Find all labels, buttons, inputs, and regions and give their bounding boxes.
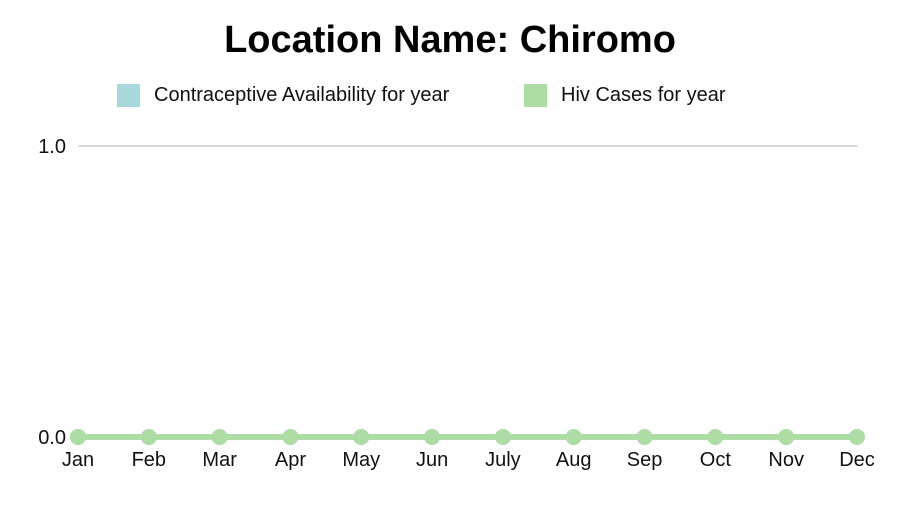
data-point	[494, 429, 511, 445]
x-tick-label: Oct	[700, 449, 732, 471]
x-tick-label: Jan	[62, 449, 94, 471]
y-tick-label: 1.0	[38, 136, 66, 158]
data-point	[70, 429, 86, 445]
data-point	[353, 429, 370, 445]
x-tick-label: Nov	[768, 449, 804, 471]
legend-item: Contraceptive Availability for year	[117, 84, 450, 107]
x-axis: Jan Feb Mar Apr May Jun July Aug Sep Oct Nov Dec	[62, 449, 875, 471]
data-point	[211, 429, 228, 445]
legend-swatch	[117, 84, 140, 107]
x-tick-label: Sep	[627, 449, 663, 471]
data-point	[636, 429, 653, 445]
x-tick-label: Apr	[275, 449, 306, 471]
grid	[78, 145, 858, 438]
legend-swatch	[524, 84, 547, 107]
data-point	[424, 429, 441, 445]
legend-item: Hiv Cases for year	[524, 84, 726, 107]
data-point	[282, 429, 299, 445]
x-tick-label: July	[485, 449, 521, 471]
x-tick-label: Aug	[556, 449, 592, 471]
y-axis: 0.0 1.0	[38, 136, 66, 449]
x-tick-label: Feb	[132, 449, 166, 471]
data-point	[140, 429, 157, 445]
x-tick-label: May	[342, 449, 380, 471]
data-point	[849, 429, 865, 445]
y-tick-label: 0.0	[38, 427, 66, 449]
x-tick-label: Dec	[839, 449, 875, 471]
series-layer	[70, 429, 865, 445]
data-point	[565, 429, 582, 445]
x-tick-label: Mar	[202, 449, 237, 471]
x-tick-label: Jun	[416, 449, 448, 471]
chart-title: Location Name: Chiromo	[224, 19, 676, 61]
legend: Contraceptive Availability for year Hiv C…	[117, 84, 726, 107]
legend-label: Contraceptive Availability for year	[154, 84, 450, 106]
legend-label: Hiv Cases for year	[561, 84, 726, 106]
series	[70, 429, 865, 445]
data-point	[707, 429, 724, 445]
data-point	[778, 429, 795, 445]
